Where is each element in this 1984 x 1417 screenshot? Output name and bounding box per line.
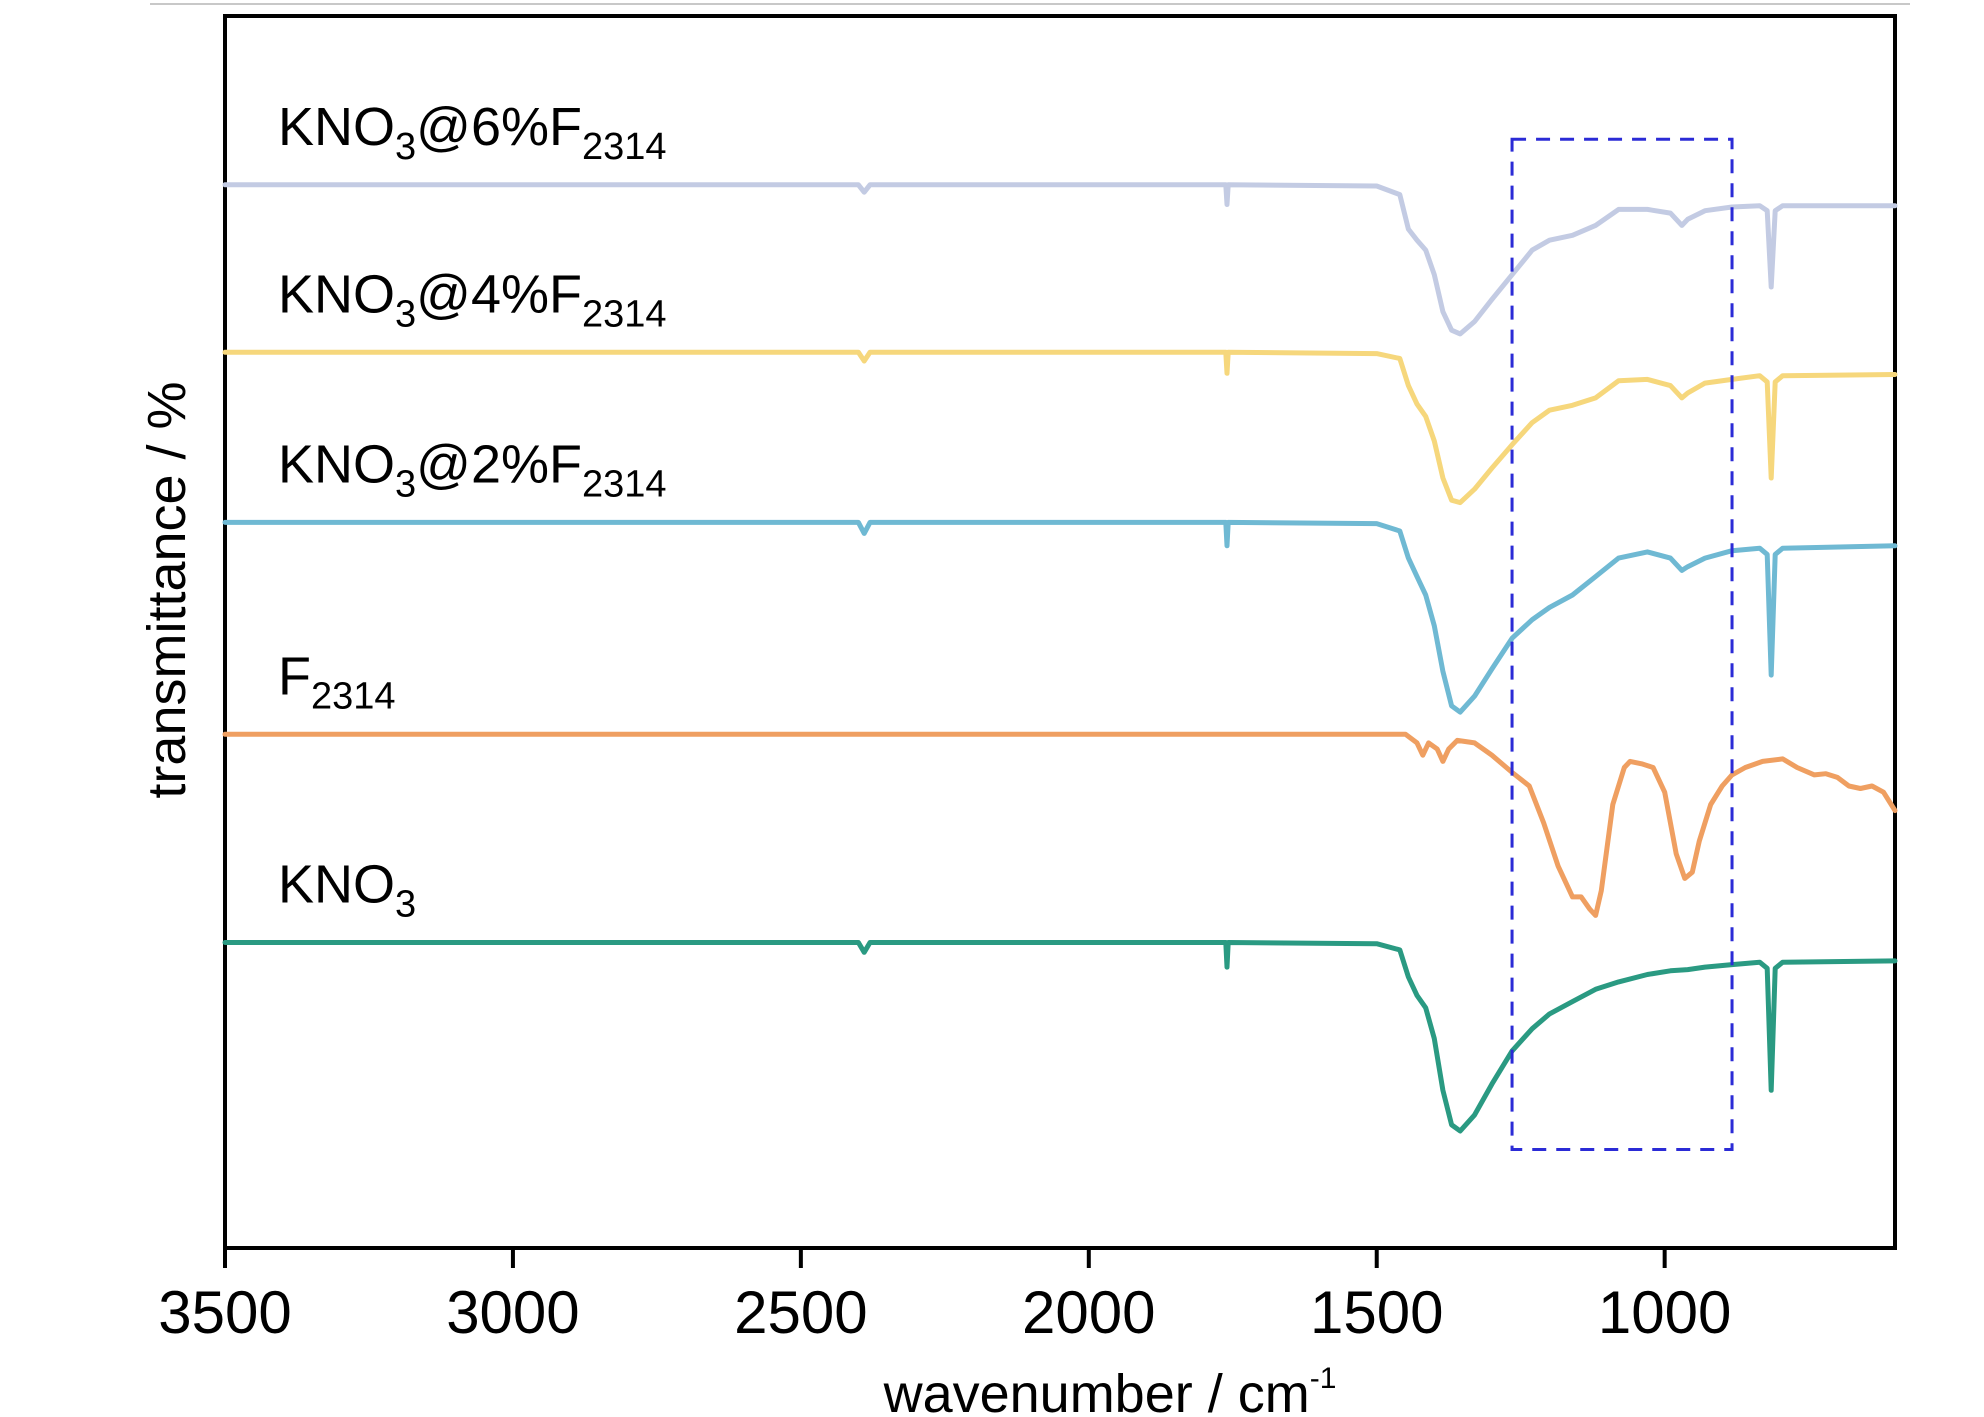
x-tick-label-0: 3500: [158, 1279, 291, 1346]
series-line-3: [222, 731, 1898, 918]
series-label-2-part-1: 3: [395, 463, 416, 505]
series-label-4-part-0: KNO: [278, 855, 395, 915]
series-label-3: F2314: [278, 646, 396, 717]
series-label-1-part-1: 3: [395, 293, 416, 335]
x-tick-label-5: 1000: [1598, 1279, 1731, 1346]
x-tick-layer: 3500 3000 2500 2000 1500 1000: [158, 1248, 1731, 1346]
series-label-1-part-2: @4%F: [416, 264, 582, 324]
series-label-2: KNO3@2%F2314: [278, 434, 667, 505]
x-axis-label-sup: -1: [1310, 1362, 1337, 1395]
series-line-2: [222, 519, 1898, 715]
highlight-box-layer: [1510, 137, 1734, 1151]
x-tick-label-2: 2500: [734, 1279, 867, 1346]
series-label-layer: KNO3@6%F2314KNO3@4%F2314KNO3@2%F2314F231…: [278, 97, 667, 926]
series-line-0: [222, 182, 1898, 337]
series-label-0-part-3: 2314: [582, 126, 667, 168]
x-axis-label: wavenumber / cm-1: [883, 1362, 1337, 1417]
series-label-4: KNO3: [278, 855, 416, 926]
series-label-4-part-1: 3: [395, 884, 416, 926]
y-axis-label: transmittance / %: [137, 381, 197, 798]
series-label-3-part-0: F: [278, 646, 311, 706]
series-label-2-part-3: 2314: [582, 463, 667, 505]
series-line-1: [222, 349, 1898, 506]
series-layer: [222, 182, 1898, 1134]
series-line-4: [222, 940, 1898, 1134]
series-label-0: KNO3@6%F2314: [278, 97, 667, 168]
series-label-2-part-0: KNO: [278, 434, 395, 494]
series-label-1-part-3: 2314: [582, 293, 667, 335]
x-tick-label-1: 3000: [446, 1279, 579, 1346]
plot-frame: [223, 14, 1897, 1250]
series-label-0-part-1: 3: [395, 126, 416, 168]
series-label-2-part-2: @2%F: [416, 434, 582, 494]
x-tick-label-4: 1500: [1310, 1279, 1443, 1346]
series-label-3-part-1: 2314: [311, 675, 396, 717]
x-tick-label-3: 2000: [1022, 1279, 1155, 1346]
series-label-0-part-2: @6%F: [416, 97, 582, 157]
series-label-1: KNO3@4%F2314: [278, 264, 667, 335]
x-axis-label-main: wavenumber / cm: [883, 1364, 1310, 1417]
series-label-1-part-0: KNO: [278, 264, 395, 324]
highlight-box: [1510, 137, 1734, 1151]
series-label-0-part-0: KNO: [278, 97, 395, 157]
